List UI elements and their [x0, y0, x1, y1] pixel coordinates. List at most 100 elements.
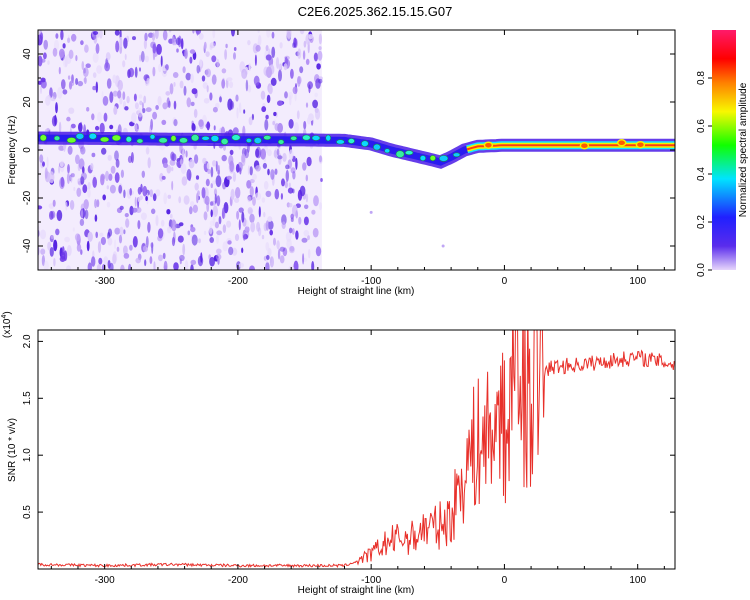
noise-speckle — [222, 224, 227, 234]
noise-speckle — [39, 154, 44, 163]
noise-speckle — [245, 79, 249, 92]
noise-speckle — [55, 102, 58, 114]
noise-speckle — [166, 209, 171, 215]
noise-speckle — [226, 220, 232, 228]
noise-speckle — [64, 236, 70, 243]
noise-speckle — [101, 147, 107, 155]
noise-speckle — [190, 101, 195, 107]
noise-speckle — [74, 233, 81, 242]
noise-speckle — [60, 30, 64, 41]
noise-speckle — [65, 201, 68, 211]
noise-speckle — [212, 106, 218, 113]
noise-speckle — [270, 169, 275, 180]
noise-speckle — [261, 106, 267, 113]
noise-speckle — [255, 44, 261, 52]
noise-speckle — [307, 235, 310, 241]
snr-y-tick-label: 1.0 — [22, 448, 33, 462]
signal-blob — [220, 138, 229, 145]
noise-speckle — [249, 265, 255, 270]
noise-speckle — [236, 107, 239, 119]
noise-speckle — [134, 102, 139, 110]
noise-speckle — [184, 48, 188, 59]
noise-speckle — [179, 158, 183, 166]
noise-speckle — [229, 149, 234, 156]
noise-speckle — [169, 83, 174, 95]
noise-speckle — [49, 210, 54, 220]
noise-speckle — [127, 69, 131, 79]
noise-speckle — [284, 91, 288, 99]
noise-speckle — [171, 219, 177, 232]
noise-speckle — [55, 33, 59, 39]
noise-speckle — [267, 168, 270, 176]
noise-speckle — [139, 54, 142, 62]
noise-speckle — [319, 202, 322, 211]
noise-speckle — [106, 78, 112, 89]
noise-speckle — [253, 75, 260, 86]
noise-speckle — [229, 81, 234, 89]
noise-speckle — [163, 192, 167, 205]
noise-speckle — [62, 55, 69, 68]
signal-blob — [66, 137, 77, 144]
noise-speckle — [203, 41, 207, 50]
noise-speckle — [297, 48, 302, 59]
noise-speckle — [52, 199, 56, 207]
spec-y-tick-label: -40 — [22, 238, 33, 253]
noise-speckle — [210, 209, 213, 218]
noise-speckle — [123, 189, 126, 199]
noise-speckle — [235, 94, 239, 102]
noise-speckle — [53, 257, 56, 267]
noise-speckle — [40, 77, 46, 83]
noise-speckle — [149, 256, 153, 265]
snr-x-tick-label: -100 — [361, 575, 381, 586]
noise-speckle — [68, 49, 74, 59]
noise-speckle — [222, 241, 228, 252]
noise-speckle — [122, 91, 126, 100]
noise-speckle — [293, 260, 299, 270]
noise-speckle — [206, 162, 211, 170]
noise-speckle — [294, 122, 299, 134]
noise-speckle — [311, 209, 316, 215]
noise-speckle — [165, 91, 171, 96]
noise-speckle — [229, 160, 234, 173]
noise-speckle — [185, 150, 188, 158]
noise-speckle — [215, 175, 222, 188]
noise-speckle — [43, 39, 48, 50]
noise-speckle — [122, 60, 126, 68]
noise-speckle — [275, 57, 280, 69]
noise-speckle — [115, 158, 120, 168]
noise-speckle — [173, 82, 176, 87]
noise-speckle — [43, 52, 47, 60]
noise-speckle — [266, 255, 270, 260]
snr-exponent-label: (x104) — [1, 311, 13, 338]
noise-speckle — [196, 64, 200, 74]
noise-speckle — [212, 30, 216, 39]
noise-speckle — [221, 154, 227, 162]
noise-speckle — [292, 42, 296, 48]
noise-speckle — [128, 263, 132, 270]
noise-speckle — [100, 173, 106, 181]
noise-speckle — [264, 119, 269, 131]
noise-speckle — [91, 152, 96, 158]
noise-speckle — [201, 187, 206, 199]
noise-speckle — [80, 121, 83, 132]
noise-speckle — [86, 240, 90, 252]
noise-speckle — [303, 120, 307, 130]
noise-speckle — [281, 221, 286, 229]
noise-speckle — [114, 150, 119, 161]
noise-speckle — [151, 32, 156, 41]
noise-speckle — [145, 236, 149, 248]
noise-speckle — [190, 73, 194, 84]
colorbar-gradient — [712, 30, 736, 270]
noise-speckle — [109, 184, 116, 194]
noise-speckle — [61, 246, 65, 256]
signal-blob — [395, 150, 405, 158]
noise-speckle — [109, 124, 114, 130]
noise-speckle — [96, 65, 102, 74]
noise-speckle — [152, 111, 158, 120]
noise-speckle — [49, 247, 54, 257]
noise-speckle — [209, 237, 214, 243]
noise-speckle — [207, 168, 211, 174]
signal-hotspot — [635, 140, 646, 149]
noise-speckle — [116, 246, 120, 252]
noise-speckle — [150, 118, 154, 131]
